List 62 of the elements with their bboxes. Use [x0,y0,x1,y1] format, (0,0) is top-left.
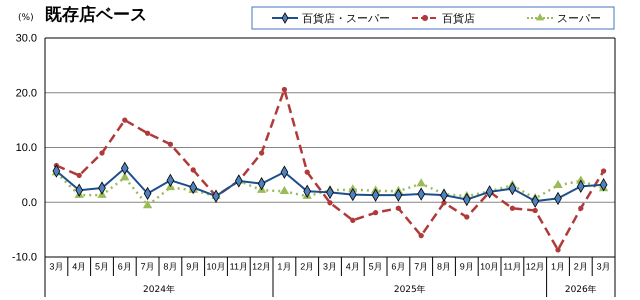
y-tick-label: 30.0 [16,32,37,45]
point [144,130,150,136]
point [76,172,82,178]
y-tick-label: 20.0 [16,87,37,100]
x-tick-label: 3月 [596,261,611,272]
point [168,142,174,147]
x-tick-label: 7月 [140,261,155,272]
point [304,169,310,175]
y-tick-label: -10.0 [12,252,37,264]
x-tick-label: 9月 [460,261,474,272]
x-tick-label: 1月 [550,261,566,272]
point [350,218,356,223]
text: 2025年 [394,284,426,295]
point [190,167,196,173]
point [600,168,606,174]
point [418,233,424,238]
x-tick-label: 2月 [574,261,588,272]
point [510,206,516,211]
x-tick-label: 1月 [277,261,292,272]
legend-label: スーパー [557,12,601,25]
x-tick-label: 5月 [94,261,110,272]
x-tick-label: 12月 [526,261,545,272]
y-axis-title: (%) [18,13,34,23]
x-tick-label: 9月 [186,261,200,272]
x-tick-label: 3月 [322,261,338,272]
point [464,214,470,220]
point [258,150,264,156]
point [416,178,426,186]
x-tick-label: 11月 [503,261,522,272]
y-tick-label: 0.0 [22,196,37,209]
x-tick-label: 11月 [230,261,248,272]
x-tick-label: 6月 [118,261,132,272]
x-tick-label: 2月 [300,261,314,272]
point [396,206,402,211]
point [327,200,333,206]
point [555,247,561,253]
x-tick-label: 3月 [49,261,64,272]
x-tick-label: 10月 [206,261,226,272]
text: 2026年 [564,284,597,295]
point [532,208,538,214]
legend-label: 百貨店・スーパー [302,12,390,25]
point [372,210,378,216]
point [122,117,128,123]
point [99,150,105,156]
y-tick-label: 10.0 [16,142,37,154]
point [578,206,584,211]
x-tick-label: 4月 [72,261,86,272]
x-tick-label: 5月 [368,261,383,272]
x-tick-label: 12月 [252,261,272,272]
x-tick-label: 7月 [414,261,428,272]
point [553,180,563,188]
x-tick-label: 6月 [391,261,406,272]
legend-label: 百貨店 [442,12,475,25]
x-tick-label: 8月 [163,261,178,272]
point [280,186,290,194]
x-tick-label: 4月 [346,261,360,272]
point [282,86,288,92]
text: 2024年 [143,284,175,295]
chart-title: 既存店ベース [45,5,147,25]
x-tick-label: 10月 [480,261,500,272]
point [142,200,152,208]
x-tick-label: 8月 [436,261,452,272]
